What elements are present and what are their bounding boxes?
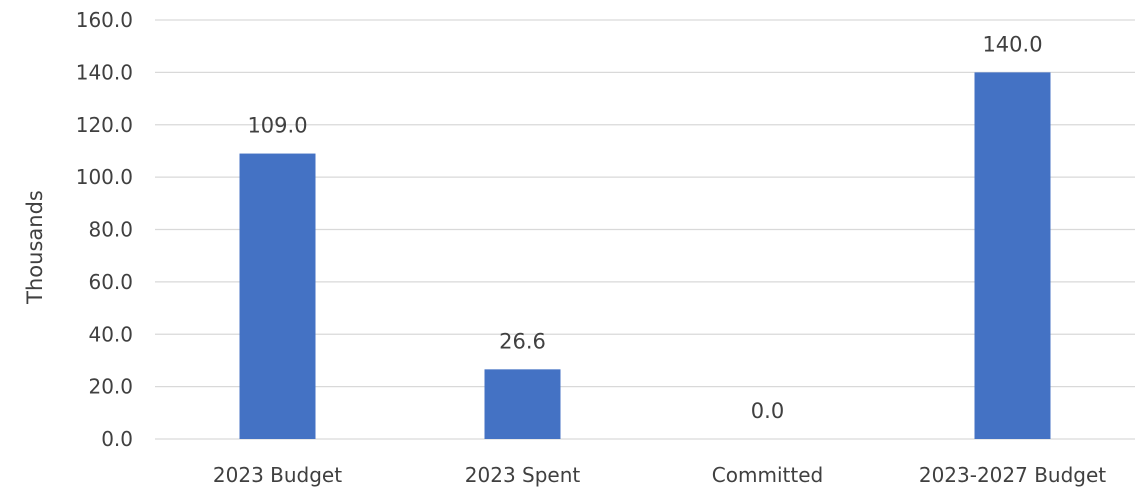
data-label: 0.0 xyxy=(751,399,784,423)
y-tick-label: 80.0 xyxy=(88,218,133,242)
bar xyxy=(484,369,561,439)
y-tick-label: 60.0 xyxy=(88,270,133,294)
x-category-label: 2023 Spent xyxy=(465,463,581,487)
x-axis-category-labels: 2023 Budget 2023 Spent Committed 2023-2027 … xyxy=(213,463,1106,487)
y-tick-label: 140.0 xyxy=(76,60,133,84)
y-tick-label: 120.0 xyxy=(76,113,133,137)
y-tick-label: 160.0 xyxy=(76,8,133,32)
data-label: 109.0 xyxy=(247,114,307,138)
bar xyxy=(974,72,1051,439)
y-tick-label: 20.0 xyxy=(88,375,133,399)
bars xyxy=(239,72,1051,439)
y-tick-label: 100.0 xyxy=(76,165,133,189)
data-label: 26.6 xyxy=(499,329,546,353)
data-label: 140.0 xyxy=(982,32,1042,56)
y-tick-label: 0.0 xyxy=(101,427,133,451)
y-axis-title: Thousands xyxy=(23,190,47,305)
gridlines xyxy=(155,19,1135,440)
bar xyxy=(239,153,316,439)
x-category-label: 2023 Budget xyxy=(213,463,342,487)
x-category-label: 2023-2027 Budget xyxy=(919,463,1106,487)
x-category-label: Committed xyxy=(712,463,823,487)
data-labels: 109.0 26.6 0.0 140.0 xyxy=(247,32,1042,423)
y-axis-tick-labels: 0.0 20.0 40.0 60.0 80.0 100.0 120.0 140.0 160.0 xyxy=(76,8,133,451)
y-tick-label: 40.0 xyxy=(88,322,133,346)
